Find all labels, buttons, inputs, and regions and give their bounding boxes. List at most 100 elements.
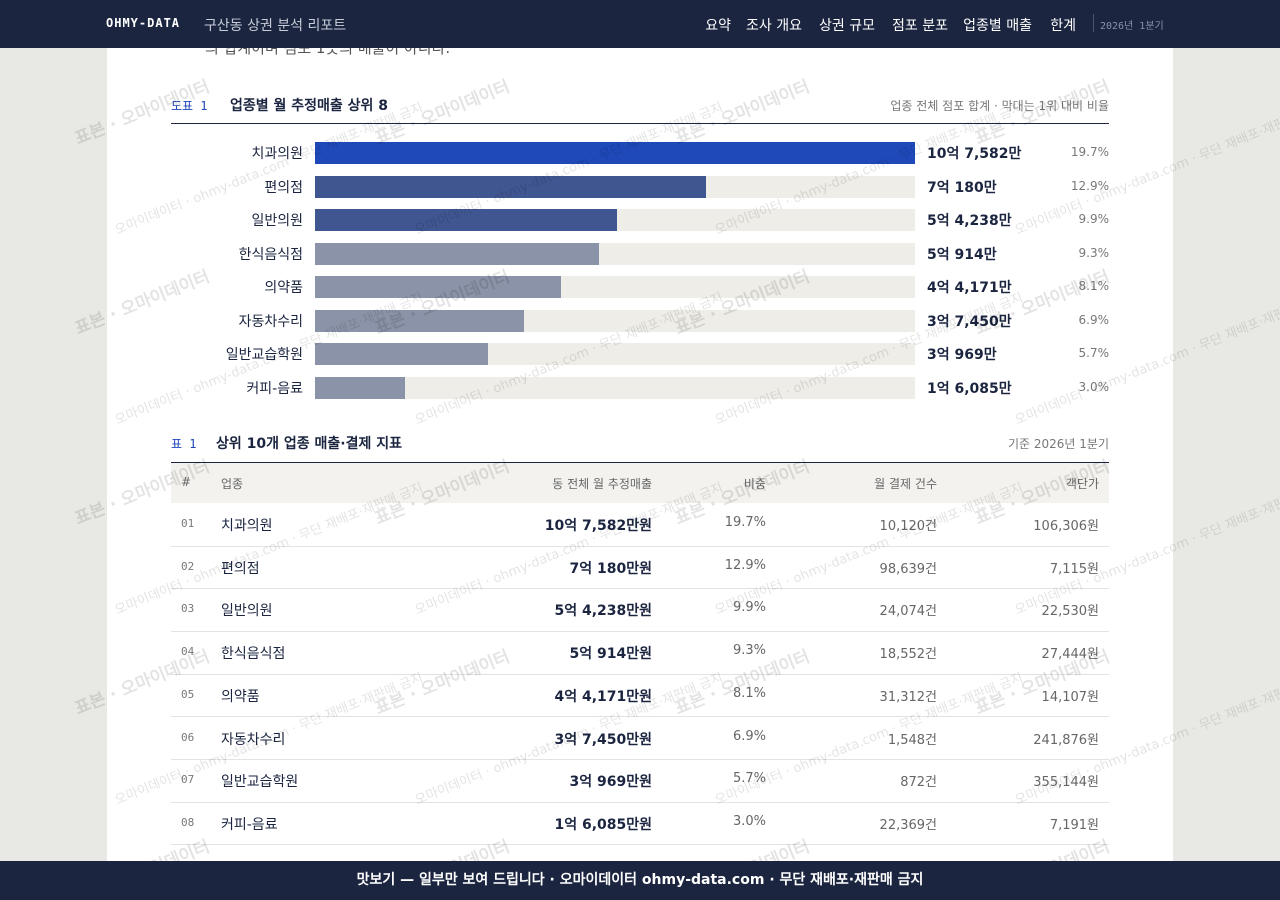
footer-banner: 맛보기 — 일부만 보여 드립니다 · 오마이데이터 ohmy-data.com… — [0, 861, 1280, 900]
table-cell: 12.9% — [724, 557, 766, 573]
category-label: 치과의원 — [251, 146, 303, 162]
value-label: 3억 7,450만 — [927, 313, 1012, 330]
table-cell: 24,074건 — [879, 604, 937, 620]
row-divider — [171, 844, 1109, 846]
table-cell: 872건 — [900, 775, 937, 791]
chart-subtitle: 업종 전체 점포 합계 · 막대는 1위 대비 비율 — [890, 99, 1109, 113]
table-cell: 14,107원 — [1041, 689, 1099, 705]
table-cell: 5억 914만원 — [569, 646, 652, 663]
table-cell: 한식음식점 — [221, 646, 286, 663]
table-cell: 9.3% — [732, 643, 766, 659]
table-cell: 07 — [181, 773, 195, 787]
table-cell: 10,120건 — [879, 519, 937, 534]
table-cell: 27,444원 — [1041, 647, 1099, 663]
value-label: 10억 7,582만 — [927, 146, 1022, 162]
table-cell: 9.9% — [732, 600, 766, 616]
brand[interactable]: OHMY-DATA — [106, 16, 181, 30]
column-header: 동 전체 월 추정매출 — [552, 477, 652, 491]
value-label: 3억 969만 — [927, 347, 997, 363]
share-label: 3.0% — [1078, 379, 1110, 394]
table-title: 상위 10개 업종 매출·결제 지표 — [216, 436, 402, 452]
share-label: 9.3% — [1078, 245, 1110, 260]
table-cell: 커피-음료 — [221, 816, 278, 833]
table-cell: 02 — [181, 559, 195, 573]
table-cell: 31,312건 — [879, 689, 937, 705]
category-label: 의약품 — [264, 280, 303, 296]
table-cell: 22,369건 — [879, 817, 937, 833]
table-cell: 355,144원 — [1033, 775, 1099, 791]
chart-rule — [171, 123, 1109, 124]
nav-link[interactable]: 업종별 매출 — [963, 18, 1032, 34]
column-header: 비중 — [743, 477, 766, 491]
table-cell: 03 — [181, 602, 195, 616]
table-cell: 08 — [181, 815, 195, 829]
bar-track — [315, 376, 915, 399]
nav-link[interactable]: 상권 규모 — [819, 18, 875, 34]
chart-label: 도표 1 — [171, 99, 208, 113]
table-cell: 98,639건 — [879, 561, 937, 577]
report-title: 구산동 상권 분석 리포트 — [204, 18, 347, 34]
table-cell: 5.7% — [732, 771, 766, 787]
share-label: 6.9% — [1078, 312, 1110, 327]
table-note: 기준 2026년 1분기 — [1007, 437, 1109, 451]
table-cell: 7억 180만원 — [569, 560, 652, 577]
table-cell: 3억 969만원 — [569, 774, 652, 791]
share-label: 19.7% — [1070, 145, 1109, 159]
value-label: 7억 180만 — [927, 179, 997, 196]
row-divider — [171, 588, 1109, 590]
column-header: 객단가 — [1065, 477, 1099, 491]
table-cell: 3.0% — [732, 813, 766, 829]
category-label: 커피-음료 — [246, 380, 303, 397]
table-cell: 01 — [181, 517, 195, 530]
table-cell: 7,115원 — [1049, 561, 1099, 577]
bar — [315, 209, 618, 231]
row-divider — [171, 801, 1109, 803]
bar — [315, 175, 707, 198]
category-label: 일반의원 — [251, 213, 303, 229]
nav-link[interactable]: 요약 — [705, 18, 731, 34]
table-cell: 6.9% — [732, 728, 766, 744]
table-cell: 10억 7,582만원 — [544, 518, 652, 534]
column-header: 월 결제 건수 — [874, 477, 937, 491]
share-label: 8.1% — [1078, 279, 1110, 293]
table-header-bg — [171, 463, 1109, 503]
value-label: 5억 914만 — [927, 246, 997, 263]
category-label: 한식음식점 — [238, 246, 303, 263]
value-label: 1억 6,085만 — [927, 380, 1012, 397]
nav-link[interactable]: 점포 분포 — [892, 18, 948, 34]
table-cell: 편의점 — [221, 560, 260, 577]
table-cell: 241,876원 — [1033, 732, 1099, 748]
share-label: 5.7% — [1078, 346, 1110, 360]
row-divider — [171, 716, 1109, 718]
table-cell: 4억 4,171만원 — [554, 688, 652, 705]
table-cell: 일반교습학원 — [221, 774, 299, 791]
bar — [315, 343, 488, 365]
table-cell: 8.1% — [732, 685, 766, 701]
table-cell: 1억 6,085만원 — [554, 816, 652, 833]
bar — [315, 309, 524, 332]
share-label: 9.9% — [1078, 212, 1110, 226]
nav-link[interactable]: 조사 개요 — [746, 18, 802, 34]
table-cell: 18,552건 — [879, 647, 937, 663]
bar — [315, 276, 562, 298]
table-cell: 5억 4,238만원 — [554, 603, 652, 620]
column-header: # — [181, 475, 192, 489]
table-cell: 04 — [181, 645, 195, 659]
chart-title: 업종별 월 추정매출 상위 8 — [230, 98, 389, 114]
table-cell: 3억 7,450만원 — [554, 731, 652, 748]
value-label: 5억 4,238만 — [927, 213, 1012, 229]
value-label: 4억 4,171만 — [927, 280, 1012, 296]
category-label: 일반교습학원 — [225, 347, 303, 363]
table-cell: 19.7% — [724, 515, 766, 530]
bar — [315, 376, 405, 399]
bar — [315, 242, 599, 265]
share-label: 12.9% — [1070, 178, 1109, 193]
row-divider — [171, 673, 1109, 675]
table-cell: 치과의원 — [221, 518, 273, 534]
row-divider — [171, 759, 1109, 760]
nav-link[interactable]: 한계 — [1050, 18, 1076, 34]
table-cell: 106,306원 — [1033, 519, 1099, 534]
column-header: 업종 — [221, 477, 244, 491]
row-divider — [171, 630, 1109, 632]
